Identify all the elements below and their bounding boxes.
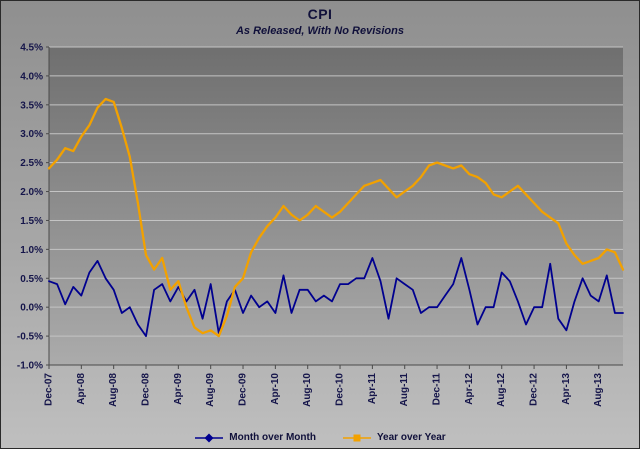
- svg-text:1.5%: 1.5%: [20, 216, 43, 227]
- svg-text:3.0%: 3.0%: [20, 129, 43, 140]
- svg-text:Dec-11: Dec-11: [432, 373, 443, 406]
- svg-text:Aug-13: Aug-13: [593, 373, 604, 407]
- year-over-year-marker-icon: [342, 434, 371, 441]
- svg-text:Apr-08: Apr-08: [76, 373, 87, 405]
- svg-text:Aug-12: Aug-12: [496, 373, 507, 407]
- svg-text:Dec-12: Dec-12: [529, 373, 540, 406]
- svg-text:-1.0%: -1.0%: [17, 361, 43, 372]
- legend-label-month-over-month: Month over Month: [229, 432, 316, 443]
- x-axis-labels: Dec-07 Apr-08 Aug-08 Dec-08 Apr-09 Aug-09 Dec-…: [44, 373, 605, 407]
- svg-text:4.0%: 4.0%: [20, 71, 43, 82]
- svg-text:Aug-11: Aug-11: [399, 373, 410, 407]
- svg-text:Apr-13: Apr-13: [561, 373, 572, 405]
- svg-text:Aug-08: Aug-08: [108, 373, 119, 407]
- chart-title: CPI: [307, 6, 333, 22]
- svg-text:0.5%: 0.5%: [20, 274, 43, 285]
- month-over-month-marker-icon: [195, 433, 224, 442]
- svg-text:-0.5%: -0.5%: [17, 332, 43, 343]
- svg-text:4.5%: 4.5%: [20, 43, 43, 54]
- svg-text:1.0%: 1.0%: [20, 245, 43, 256]
- svg-text:0.0%: 0.0%: [20, 303, 43, 314]
- y-axis-labels: 4.5% 4.0% 3.5% 3.0% 2.5% 2.0% 1.5% 1.0% 0.5% 0.0%…: [17, 43, 43, 372]
- chart-subtitle: As Released, With No Revisions: [235, 25, 404, 37]
- svg-text:Dec-09: Dec-09: [238, 373, 249, 406]
- svg-text:Dec-07: Dec-07: [44, 373, 55, 406]
- axes: [46, 46, 623, 369]
- svg-text:2.0%: 2.0%: [20, 187, 43, 198]
- plot-area-background: [49, 47, 623, 365]
- svg-text:Apr-12: Apr-12: [464, 373, 475, 405]
- legend-item-year-over-year: Year over Year: [342, 432, 446, 443]
- svg-text:Dec-10: Dec-10: [335, 373, 346, 406]
- svg-text:Apr-11: Apr-11: [367, 373, 378, 405]
- svg-text:Apr-10: Apr-10: [270, 373, 281, 405]
- svg-text:Dec-08: Dec-08: [141, 373, 152, 406]
- svg-text:Apr-09: Apr-09: [173, 373, 184, 405]
- legend-item-month-over-month: Month over Month: [194, 432, 316, 443]
- svg-text:2.5%: 2.5%: [20, 158, 43, 169]
- legend-label-year-over-year: Year over Year: [376, 432, 446, 443]
- chart-legend: Month over Month Year over Year: [1, 432, 639, 443]
- svg-text:3.5%: 3.5%: [20, 100, 43, 111]
- svg-text:Aug-09: Aug-09: [205, 373, 216, 407]
- svg-text:Aug-10: Aug-10: [302, 373, 313, 407]
- series-lines: [47, 97, 625, 338]
